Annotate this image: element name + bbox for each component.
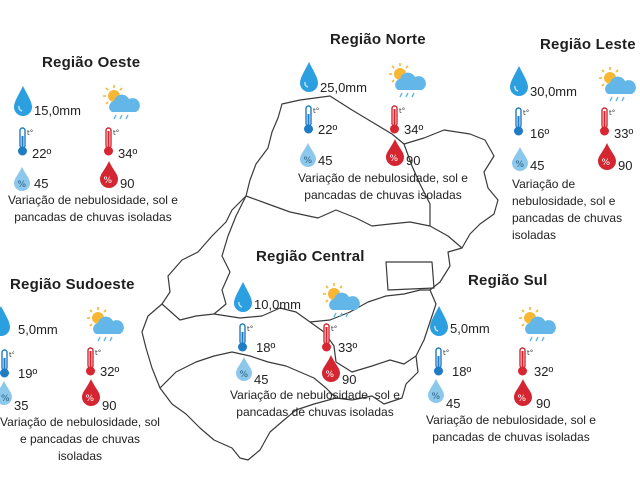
federal-district-outline <box>385 261 435 291</box>
border-sudoeste-inner <box>159 351 337 399</box>
border-norte-leste <box>403 143 431 226</box>
state-outline <box>141 95 499 461</box>
border-central-sul <box>309 289 430 323</box>
border-oeste-central <box>161 195 247 321</box>
border-norte-central <box>245 195 463 249</box>
border-central-sudoeste <box>213 307 417 373</box>
